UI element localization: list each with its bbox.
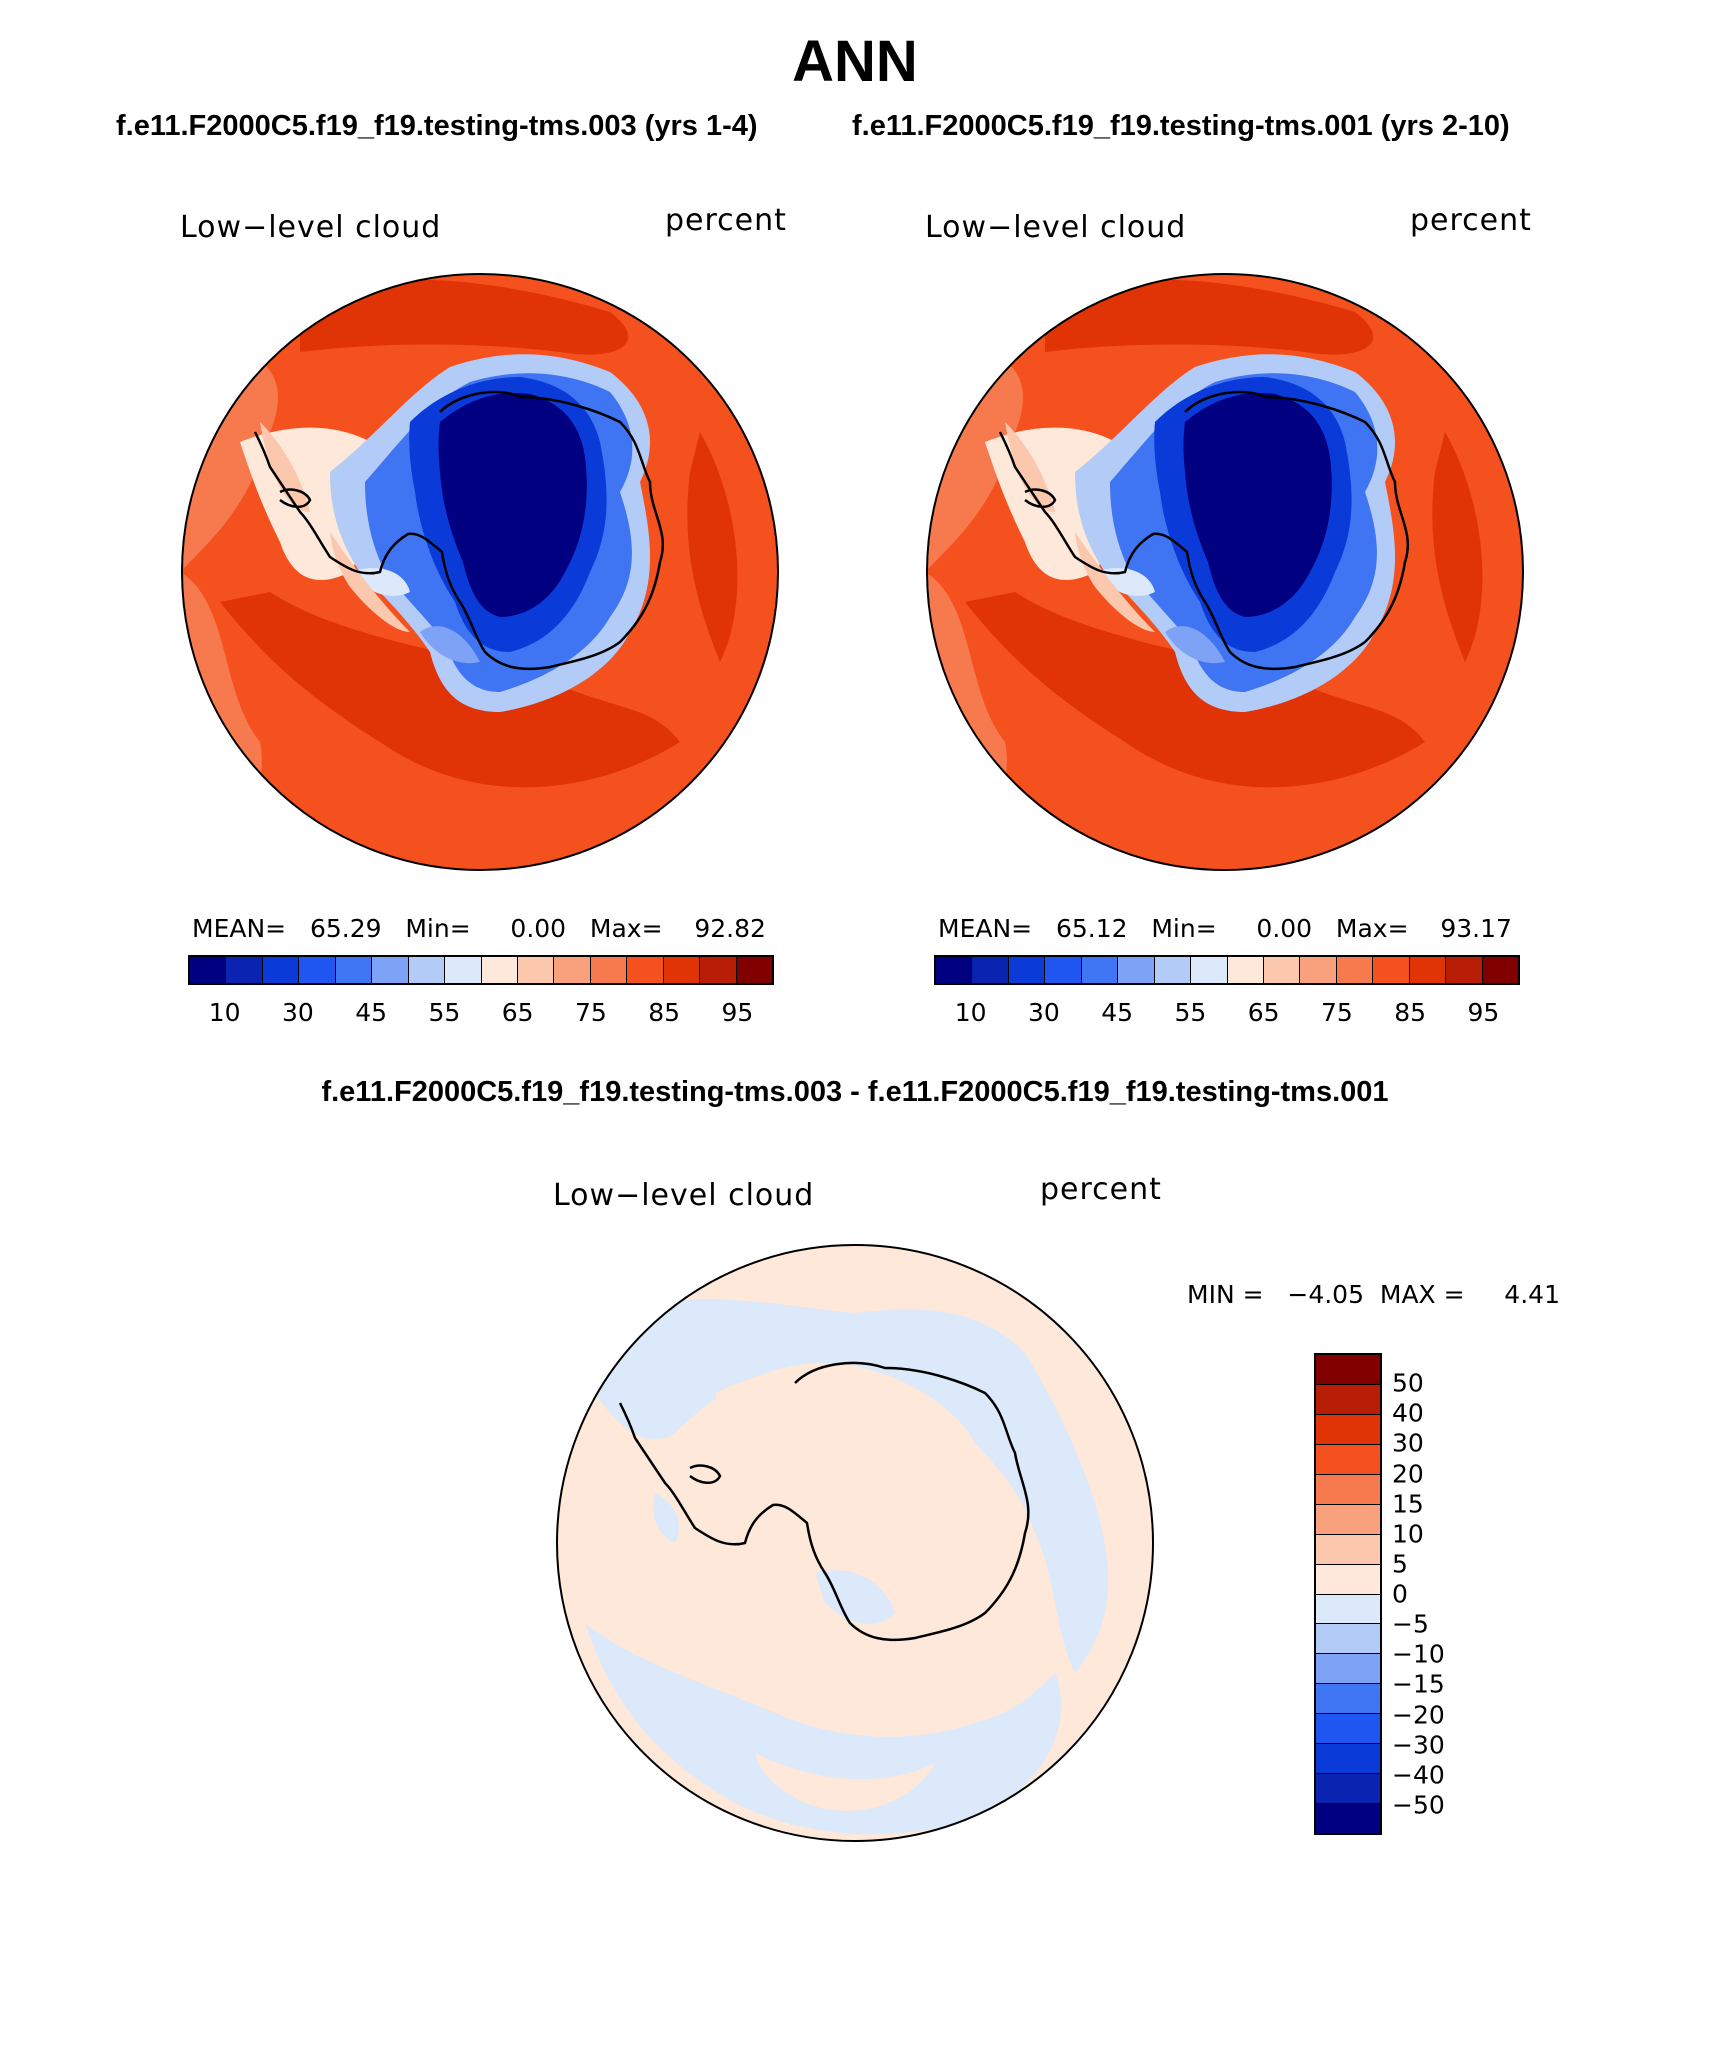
panel1-variable-label: Low−level cloud (180, 210, 442, 245)
colorbar-tick-label: 75 (574, 998, 607, 1027)
colorbar-tick-label: 65 (1247, 998, 1280, 1027)
colorbar-tick-label: −20 (1392, 1700, 1445, 1729)
colorbar-swatch (1316, 1684, 1380, 1715)
panel3-stats: MIN = −4.05 MAX = 4.41 (1187, 1280, 1560, 1309)
figure-title: ANN (792, 29, 918, 94)
colorbar-tick-label: 95 (1467, 998, 1500, 1027)
panel1-stats: MEAN= 65.29 Min= 0.00 Max= 92.82 (192, 914, 766, 943)
colorbar-swatch (1316, 1624, 1380, 1655)
colorbar-swatch (1446, 957, 1483, 983)
colorbar-swatch (1316, 1355, 1380, 1385)
colorbar-swatch (445, 957, 482, 983)
colorbar-tick-label: 55 (428, 998, 461, 1027)
colorbar-tick-label: 50 (1392, 1368, 1424, 1398)
case1-title: f.e11.F2000C5.f19_f19.testing-tms.003 (y… (116, 110, 758, 142)
panel2-units-label: percent (1410, 203, 1532, 238)
colorbar-swatch (1263, 957, 1301, 983)
colorbar-swatch (1316, 1444, 1380, 1475)
colorbar-swatch (262, 957, 300, 983)
colorbar-swatch (1045, 957, 1082, 983)
panel3-units-label: percent (1040, 1172, 1162, 1207)
colorbar-tick-label: 10 (1392, 1519, 1424, 1549)
colorbar-tick-label: 85 (1394, 998, 1427, 1027)
colorbar-tick-label: −5 (1392, 1609, 1429, 1639)
colorbar-swatch (299, 957, 336, 983)
case2-title: f.e11.F2000C5.f19_f19.testing-tms.001 (y… (852, 110, 1510, 142)
colorbar-swatch (1227, 957, 1264, 983)
colorbar-swatch (936, 957, 973, 983)
colorbar-tick-label: 65 (501, 998, 534, 1027)
colorbar-tick-label: −30 (1392, 1730, 1445, 1760)
colorbar-swatch (1191, 957, 1228, 983)
diff-colorbar (1314, 1353, 1382, 1835)
colorbar-swatch (1316, 1654, 1380, 1685)
colorbar-tick-label: 10 (954, 998, 987, 1027)
colorbar-swatch (1316, 1804, 1380, 1833)
colorbar-swatch (1316, 1564, 1380, 1595)
colorbar-tick-label: 20 (1392, 1459, 1424, 1488)
panel2-stats: MEAN= 65.12 Min= 0.00 Max= 93.17 (938, 914, 1512, 943)
colorbar-swatch (663, 957, 701, 983)
colorbar-swatch (972, 957, 1009, 983)
panel2-polar-map (926, 273, 1524, 871)
colorbar-tick-label: 30 (1392, 1428, 1424, 1458)
colorbar-swatch (1316, 1414, 1380, 1445)
panel2-variable-label: Low−level cloud (925, 210, 1187, 245)
colorbar-swatch (1316, 1474, 1380, 1505)
colorbar-swatch (1316, 1774, 1380, 1805)
colorbar-swatch (1316, 1534, 1380, 1565)
colorbar-swatch (408, 957, 446, 983)
colorbar-tick-label: 45 (355, 998, 388, 1027)
colorbar-swatch (481, 957, 518, 983)
colorbar-swatch (1316, 1504, 1380, 1535)
colorbar-swatch (1316, 1714, 1380, 1745)
colorbar-swatch (1373, 957, 1410, 983)
colorbar-swatch (1316, 1384, 1380, 1415)
colorbar-tick-label: 30 (281, 998, 314, 1027)
colorbar-swatch (190, 957, 227, 983)
colorbar-swatch (1482, 957, 1518, 983)
colorbar-tick-label: −15 (1392, 1669, 1445, 1699)
panel1-colorbar (188, 955, 774, 985)
panel3-variable-label: Low−level cloud (553, 1178, 815, 1213)
colorbar-swatch (554, 957, 591, 983)
colorbar-tick-label: 40 (1392, 1398, 1424, 1428)
colorbar-swatch (1316, 1744, 1380, 1775)
colorbar-tick-label: 10 (208, 998, 241, 1027)
colorbar-swatch (627, 957, 664, 983)
colorbar-tick-label: 55 (1174, 998, 1207, 1027)
colorbar-swatch (1154, 957, 1192, 983)
colorbar-tick-label: 75 (1320, 998, 1353, 1027)
colorbar-swatch (1008, 957, 1046, 983)
diff-title: f.e11.F2000C5.f19_f19.testing-tms.003 - … (321, 1076, 1389, 1108)
panel1-polar-map (181, 273, 779, 871)
colorbar-swatch (700, 957, 737, 983)
colorbar-tick-label: 85 (648, 998, 681, 1027)
colorbar-swatch (1300, 957, 1337, 983)
colorbar-tick-label: 30 (1027, 998, 1060, 1027)
colorbar-swatch (1336, 957, 1374, 983)
colorbar-swatch (372, 957, 409, 983)
colorbar-swatch (1316, 1594, 1380, 1625)
colorbar-swatch (226, 957, 263, 983)
colorbar-tick-label: −40 (1392, 1760, 1445, 1790)
colorbar-swatch (335, 957, 373, 983)
colorbar-tick-label: 45 (1101, 998, 1134, 1027)
colorbar-swatch (1081, 957, 1119, 983)
colorbar-swatch (1409, 957, 1447, 983)
colorbar-tick-label: 0 (1392, 1579, 1408, 1609)
colorbar-tick-label: 15 (1392, 1489, 1424, 1519)
colorbar-swatch (590, 957, 628, 983)
panel2-colorbar (934, 955, 1520, 985)
colorbar-tick-label: 95 (721, 998, 754, 1027)
colorbar-swatch (517, 957, 555, 983)
colorbar-tick-label: −10 (1392, 1639, 1445, 1669)
colorbar-swatch (736, 957, 772, 983)
colorbar-tick-label: 5 (1392, 1549, 1408, 1579)
colorbar-swatch (1118, 957, 1155, 983)
panel1-units-label: percent (665, 203, 787, 238)
panel3-polar-map (556, 1244, 1154, 1842)
colorbar-tick-label: −50 (1392, 1790, 1445, 1820)
